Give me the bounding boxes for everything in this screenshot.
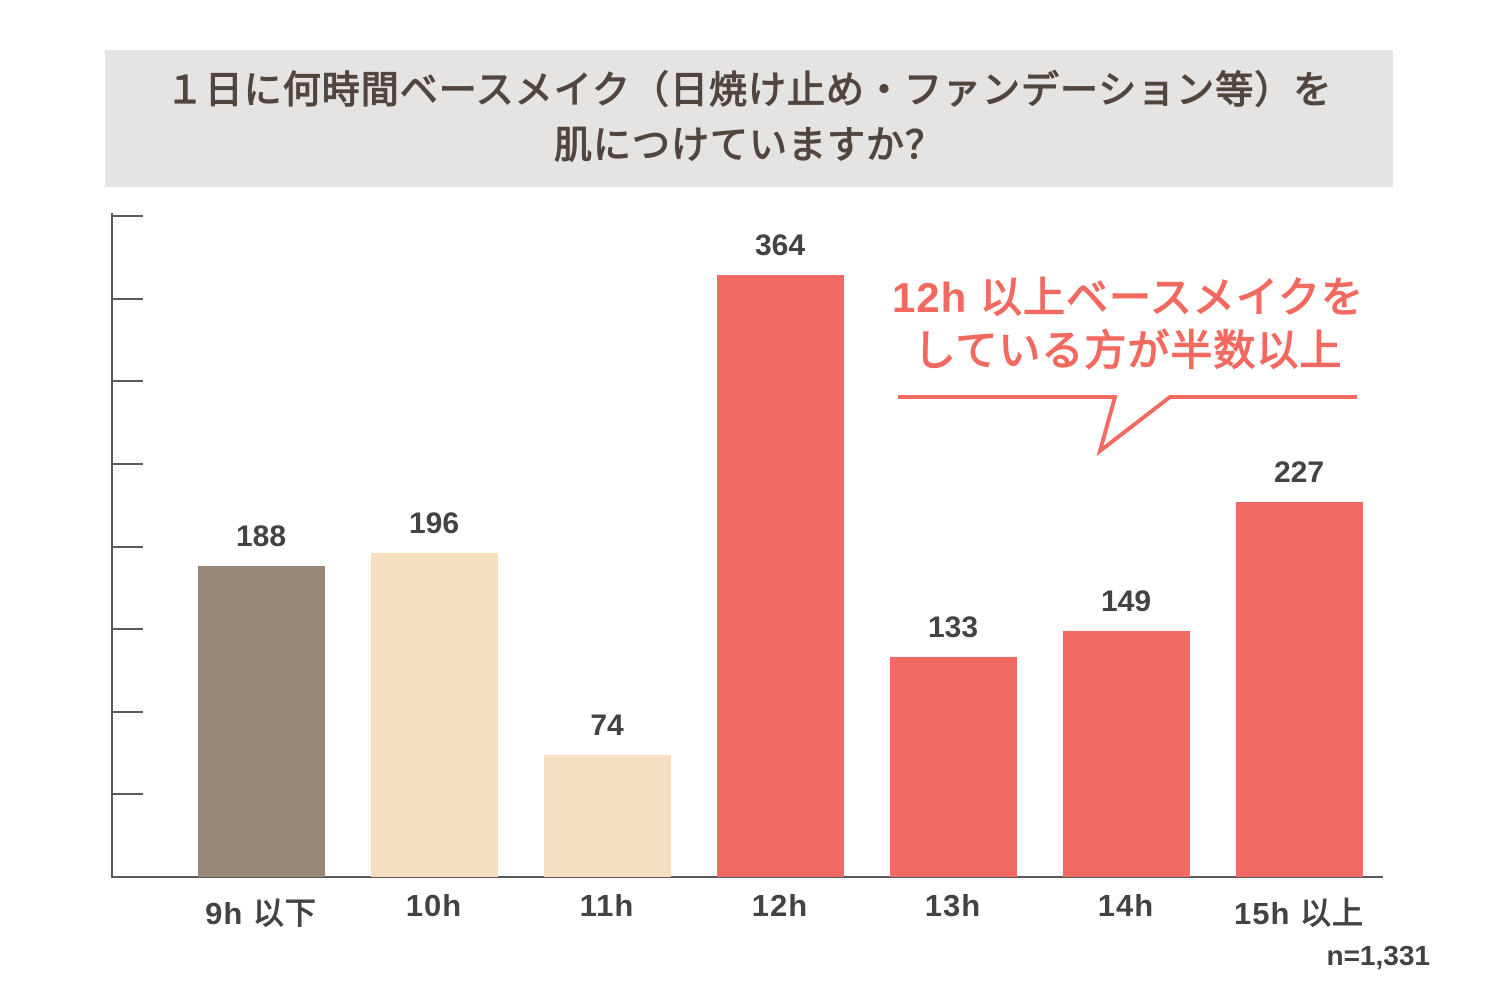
y-axis-tick (112, 545, 143, 548)
y-axis-tick (112, 215, 143, 217)
chart-title-line-2: 肌につけていますか？ (553, 124, 944, 167)
bar-value-label: 227 (1273, 455, 1325, 489)
bar-9h 以下 (197, 566, 325, 877)
bar-value-label: 364 (754, 229, 806, 263)
y-axis-tick (112, 380, 143, 383)
x-axis-category-label: 11h (579, 888, 635, 923)
bar-value-label: 133 (927, 611, 979, 645)
bar-value-label: 149 (1100, 584, 1152, 618)
bar-value-label: 74 (590, 708, 624, 742)
bar-10h (370, 553, 498, 877)
x-axis-line (111, 876, 1383, 878)
x-axis-category-label: 14h (1097, 888, 1155, 923)
y-axis-tick (112, 628, 143, 631)
y-axis-tick (112, 297, 143, 300)
x-axis-category-label: 10h (405, 888, 463, 923)
x-axis-category-label: 12h (751, 888, 809, 923)
chart-title-line-1: １日に何時間ベースメイク（日焼け止め・ファンデーション等）を (165, 69, 1333, 112)
bar-12h (716, 275, 844, 877)
x-axis-category-label: 15h 以上 (1233, 896, 1365, 931)
y-axis-tick (112, 793, 143, 796)
y-axis-tick (112, 462, 143, 465)
sample-size-note: n=1,331 (1326, 940, 1430, 971)
x-axis-category-label: 13h (924, 888, 982, 923)
annotation-line-2: している方が半数以上 (913, 327, 1343, 374)
chart-title: １日に何時間ベースメイク（日焼け止め・ファンデーション等）を 肌につけていますか… (105, 50, 1393, 187)
bar-14h (1062, 630, 1190, 877)
bar-13h (889, 657, 1017, 877)
bar-value-label: 196 (408, 507, 460, 541)
annotation-line-1: 12h 以上ベースメイクを (891, 274, 1365, 321)
annotation-callout: 12h 以上ベースメイクを している方が半数以上 (878, 271, 1378, 377)
bar-value-label: 188 (235, 520, 287, 554)
bar-11h (543, 754, 671, 877)
y-axis-tick (112, 710, 143, 713)
x-axis-category-label: 9h 以下 (205, 896, 317, 931)
bar-15h 以上 (1235, 501, 1363, 877)
